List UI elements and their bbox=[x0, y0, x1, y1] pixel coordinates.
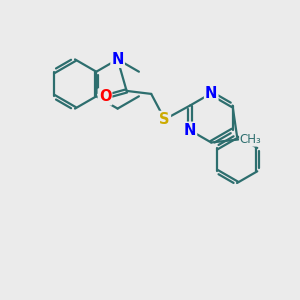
Text: S: S bbox=[160, 112, 170, 127]
Text: N: N bbox=[205, 86, 217, 101]
Text: CH₃: CH₃ bbox=[240, 133, 262, 146]
Text: O: O bbox=[99, 89, 111, 104]
Text: N: N bbox=[111, 52, 124, 67]
Text: N: N bbox=[184, 123, 196, 138]
